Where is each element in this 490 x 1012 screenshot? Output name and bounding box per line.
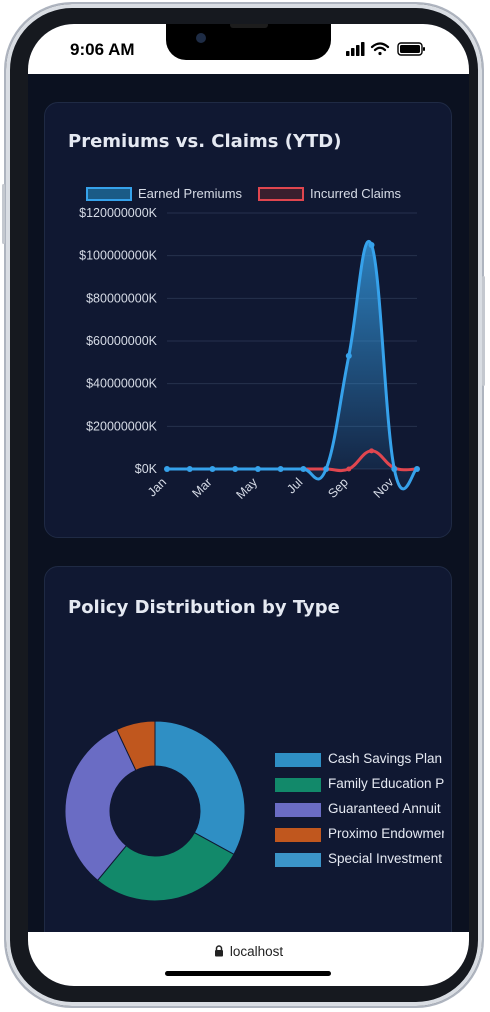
power-button <box>482 276 485 386</box>
screen: 9:06 AM <box>28 24 469 986</box>
pie-legend-swatch <box>275 753 321 767</box>
pie-legend-swatch <box>275 803 321 817</box>
x-tick-label: May <box>233 475 260 502</box>
notch <box>166 24 331 60</box>
home-indicator[interactable] <box>165 971 331 976</box>
premiums-point[interactable] <box>345 352 352 359</box>
pie-legend-item[interactable]: Guaranteed Annuit <box>275 801 455 819</box>
pie-legend-label: Guaranteed Annuit <box>328 801 441 816</box>
pie-slice[interactable] <box>64 728 137 882</box>
y-tick-label: $60000000K <box>86 334 158 348</box>
pie-legend-item[interactable]: Family Education P <box>275 776 455 794</box>
dashboard-content[interactable]: Premiums vs. Claims (YTD) Earned Premium… <box>28 74 469 966</box>
status-time: 9:06 AM <box>70 40 135 59</box>
premiums-point[interactable] <box>232 466 239 472</box>
premiums-claims-title: Premiums vs. Claims (YTD) <box>68 131 342 152</box>
premiums-area <box>167 241 417 489</box>
browser-bottom-bar: localhost <box>28 932 469 986</box>
phone-frame: 9:06 AM <box>2 4 485 1006</box>
x-tick-label: Mar <box>189 475 214 500</box>
premiums-point[interactable] <box>391 466 398 472</box>
y-tick-label: $20000000K <box>86 419 158 433</box>
x-tick-label: Jul <box>284 475 305 496</box>
url-text: localhost <box>229 944 284 959</box>
pie-legend-label: Cash Savings Plan <box>328 751 443 766</box>
policy-distribution-title: Policy Distribution by Type <box>68 597 340 618</box>
claims-point[interactable] <box>346 466 352 472</box>
status-bar: 9:06 AM <box>28 24 469 74</box>
lock-icon <box>214 945 223 957</box>
y-tick-label: $0K <box>135 462 158 476</box>
pie-legend-label: Family Education P <box>328 776 444 791</box>
legend-swatch-claims <box>258 187 304 201</box>
legend-incurred-claims[interactable]: Incurred Claims <box>258 185 418 203</box>
pie-legend-label: Special Investment <box>328 851 443 866</box>
pie-legend-label: Proximo Endowmer <box>328 826 444 841</box>
premiums-point[interactable] <box>300 466 307 472</box>
x-tick-label: Jan <box>145 475 169 499</box>
pie-slice[interactable] <box>116 720 156 771</box>
y-tick-label: $40000000K <box>86 377 158 391</box>
claims-point[interactable] <box>369 448 375 454</box>
legend-earned-premiums[interactable]: Earned Premiums <box>86 185 256 203</box>
premiums-point[interactable] <box>164 466 170 472</box>
premiums-point[interactable] <box>368 242 375 248</box>
wifi-icon <box>370 42 390 56</box>
volume-up-button <box>2 184 5 244</box>
premiums-point[interactable] <box>254 466 261 472</box>
y-tick-label: $80000000K <box>86 291 158 305</box>
premiums-point[interactable] <box>323 466 330 472</box>
premiums-point[interactable] <box>186 466 193 472</box>
premiums-point[interactable] <box>277 466 284 472</box>
signal-icon <box>346 42 365 56</box>
pie-slice[interactable] <box>154 720 246 856</box>
premiums-point[interactable] <box>414 466 420 472</box>
battery-icon <box>397 42 425 56</box>
status-icons <box>346 42 425 56</box>
legend-label-premiums: Earned Premiums <box>138 186 243 201</box>
pie-legend-item[interactable]: Cash Savings Plan <box>275 751 455 769</box>
premiums-claims-chart[interactable]: $0K $20000000K $40000000K $60000000K $800000… <box>45 203 451 533</box>
legend-label-claims: Incurred Claims <box>310 186 402 201</box>
pie-legend-item[interactable]: Proximo Endowmer <box>275 826 455 844</box>
pie-slice[interactable] <box>96 832 235 902</box>
y-tick-label: $100000000K <box>79 249 158 263</box>
policy-distribution-chart[interactable] <box>55 711 255 911</box>
pie-legend-swatch <box>275 828 321 842</box>
y-tick-label: $120000000K <box>79 206 158 220</box>
x-tick-label: Nov <box>371 475 397 501</box>
policy-distribution-card: Policy Distribution by Type Cash Savings… <box>44 566 452 966</box>
x-tick-label: Sep <box>325 475 351 501</box>
legend-swatch-premiums <box>86 187 132 201</box>
premiums-claims-card: Premiums vs. Claims (YTD) Earned Premium… <box>44 102 452 538</box>
pie-legend-swatch <box>275 853 321 867</box>
pie-legend-swatch <box>275 778 321 792</box>
pie-legend-item[interactable]: Special Investment <box>275 851 455 869</box>
premiums-point[interactable] <box>209 466 216 472</box>
speaker-grille <box>230 24 268 28</box>
address-bar[interactable]: localhost <box>28 944 469 959</box>
front-camera <box>196 33 206 43</box>
